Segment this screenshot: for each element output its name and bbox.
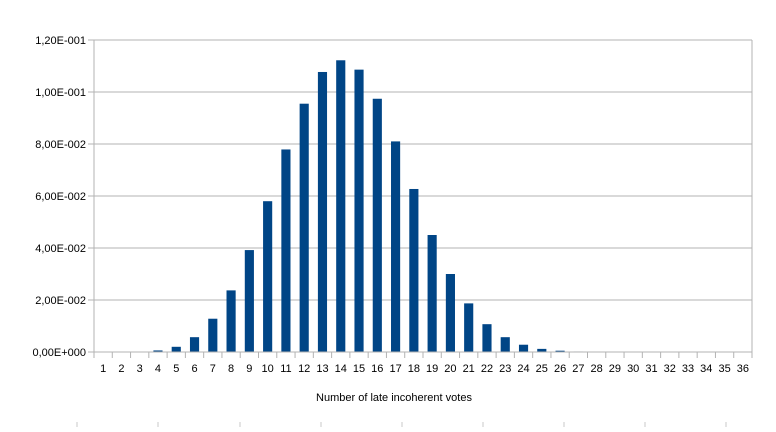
x-tick-label: 20: [444, 363, 456, 375]
x-tick-label: 31: [645, 363, 657, 375]
bar: [464, 303, 473, 352]
x-tick-label: 30: [627, 363, 639, 375]
x-tick-label: 17: [389, 363, 401, 375]
bar: [446, 274, 455, 352]
gridlines: [88, 40, 752, 352]
y-tick-label: 0,00E+000: [32, 347, 86, 359]
x-tick-label: 7: [210, 363, 216, 375]
bar: [501, 337, 510, 352]
axes: [94, 40, 752, 358]
x-tick-label: 26: [554, 363, 566, 375]
x-tick-label: 16: [371, 363, 383, 375]
bar: [190, 337, 199, 352]
x-tick-label: 21: [463, 363, 475, 375]
footer-tick-marks: [77, 422, 726, 427]
bar: [482, 324, 491, 352]
bars: [135, 60, 601, 352]
bar: [300, 104, 309, 352]
bar: [172, 347, 181, 352]
y-tick-label: 4,00E-002: [35, 243, 86, 255]
x-tick-label: 5: [173, 363, 179, 375]
bar: [336, 60, 345, 352]
bar: [227, 290, 236, 352]
x-tick-label: 25: [536, 363, 548, 375]
y-tick-label: 1,20E-001: [35, 35, 86, 47]
x-tick-label: 13: [316, 363, 328, 375]
bar: [354, 70, 363, 352]
bar: [208, 319, 217, 352]
bar: [519, 345, 528, 352]
x-tick-label: 34: [700, 363, 712, 375]
bar: [318, 72, 327, 352]
x-tick-label: 9: [246, 363, 252, 375]
x-tick-label: 19: [426, 363, 438, 375]
x-tick-label: 35: [718, 363, 730, 375]
y-tick-label: 8,00E-002: [35, 139, 86, 151]
x-tick-label: 36: [737, 363, 749, 375]
x-tick-label: 24: [517, 363, 529, 375]
x-tick-label: 8: [228, 363, 234, 375]
x-axis-title: Number of late incoherent votes: [316, 392, 472, 404]
x-tick-label: 4: [155, 363, 161, 375]
bar: [245, 250, 254, 352]
y-tick-label: 2,00E-002: [35, 295, 86, 307]
x-tick-label: 12: [298, 363, 310, 375]
bar: [373, 99, 382, 352]
x-tick-label: 23: [499, 363, 511, 375]
x-tick-label: 14: [335, 363, 347, 375]
x-tick-label: 2: [118, 363, 124, 375]
y-tick-labels: 0,00E+000 2,00E-002 4,00E-002 6,00E-002 8,00…: [32, 35, 86, 359]
x-tick-label: 3: [137, 363, 143, 375]
x-tick-label: 28: [591, 363, 603, 375]
x-tick-label: 15: [353, 363, 365, 375]
bar: [281, 149, 290, 352]
x-tick-label: 18: [408, 363, 420, 375]
x-tick-label: 27: [572, 363, 584, 375]
y-tick-label: 1,00E-001: [35, 87, 86, 99]
y-tick-label: 6,00E-002: [35, 191, 86, 203]
x-tick-label: 33: [682, 363, 694, 375]
x-tick-label: 22: [481, 363, 493, 375]
x-tick-label: 32: [664, 363, 676, 375]
bar: [391, 141, 400, 352]
x-tick-label: 29: [609, 363, 621, 375]
x-tick-label: 11: [280, 363, 291, 375]
bar: [428, 235, 437, 352]
x-tick-label: 10: [262, 363, 274, 375]
bar: [409, 189, 418, 352]
x-tick-label: 6: [191, 363, 197, 375]
x-tick-label: 1: [100, 363, 106, 375]
bar: [263, 201, 272, 352]
